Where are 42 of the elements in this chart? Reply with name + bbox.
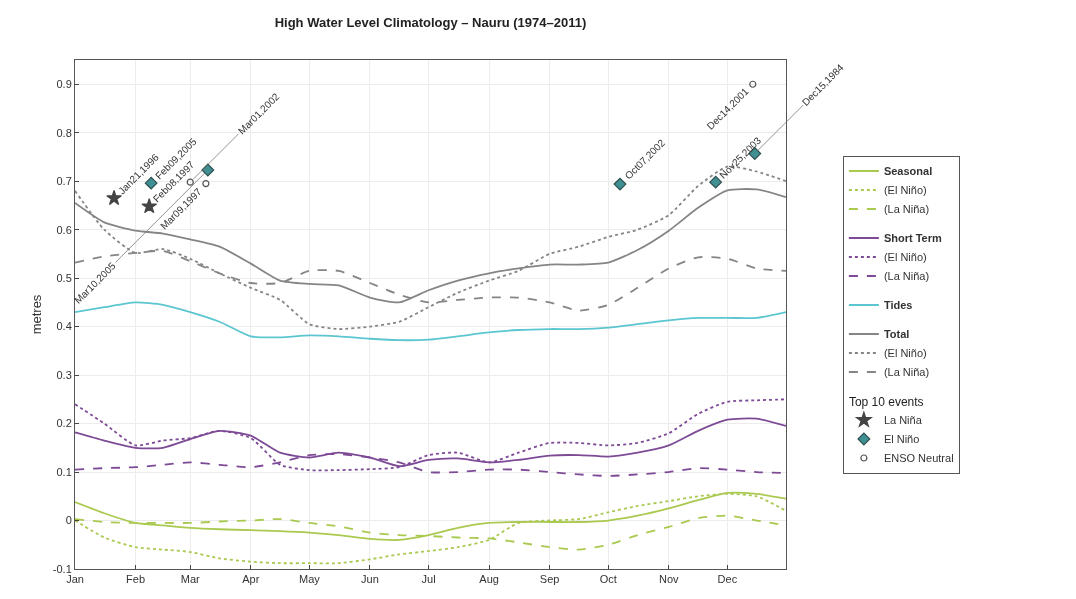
legend-label: Total (883, 328, 910, 341)
x-tick-label: Jun (361, 573, 379, 586)
x-tick-label: Feb (126, 573, 146, 586)
y-tick-label: 0.7 (56, 175, 72, 188)
x-tick-label: Oct (599, 573, 617, 586)
legend-label: (El Niño) (883, 347, 927, 360)
y-tick-label: 0.9 (56, 78, 72, 91)
point (202, 180, 210, 188)
legend-label: El Niño (883, 433, 920, 446)
legend-label: Tides (883, 299, 913, 312)
y-tick-label: 0.5 (56, 271, 72, 284)
legend-label: (El Niño) (883, 184, 927, 197)
legend-label: (La Niña) (883, 270, 930, 283)
y-axis-title: metres (28, 294, 44, 335)
legend-label: (La Niña) (883, 366, 930, 379)
legend-label: Short Term (883, 232, 942, 245)
legend-label: Seasonal (883, 165, 933, 178)
legend-label: (La Niña) (883, 203, 930, 216)
legend-title: Top 10 events (848, 394, 924, 409)
point (613, 177, 627, 191)
x-tick-label: Aug (479, 573, 499, 586)
x-tick-label: Jul (421, 573, 436, 586)
y-tick-label: 0.6 (56, 223, 72, 236)
y-tick-label: 0.4 (56, 320, 72, 333)
x-tick-label: Dec (717, 573, 738, 586)
x-tick-label: Nov (659, 573, 680, 586)
legend-label: La Niña (883, 414, 923, 427)
y-tick-label: 0 (65, 514, 72, 527)
y-tick-label: 0.3 (56, 368, 72, 381)
y-tick-label: 0.1 (56, 465, 72, 478)
point (749, 80, 757, 88)
legend-label: (El Niño) (883, 251, 927, 264)
y-tick-label: 0.2 (56, 417, 72, 430)
legend-label: ENSO Neutral (883, 452, 954, 465)
y-tick-label: -0.1 (52, 562, 72, 575)
chart-title: High Water Level Climatology – Nauru (1974–2011) (274, 15, 587, 31)
y-tick-label: 0.8 (56, 126, 72, 139)
x-tick-label: Mar (180, 573, 201, 586)
x-tick-label: Jan (66, 573, 84, 586)
x-tick-label: Sep (539, 573, 560, 586)
x-tick-label: Apr (242, 573, 260, 586)
x-tick-label: May (299, 573, 321, 586)
